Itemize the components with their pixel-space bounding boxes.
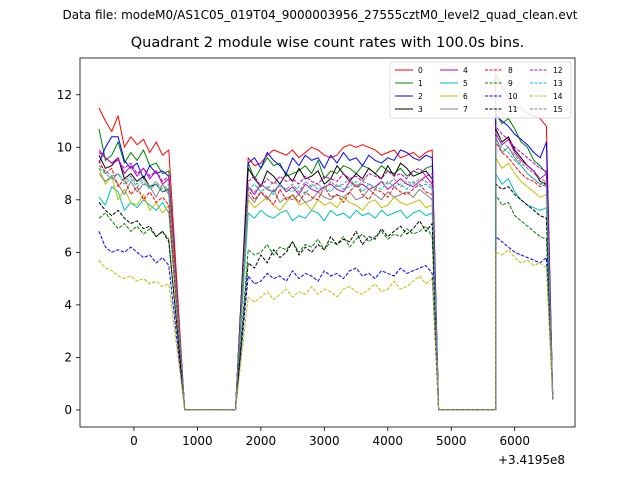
legend-label-5: 5: [463, 79, 468, 88]
x-tick-label: 3000: [309, 434, 340, 448]
y-tick-label: 12: [57, 88, 72, 102]
series-line-11: [98, 183, 554, 411]
series-line-6: [98, 157, 554, 411]
legend-label-9: 9: [508, 79, 513, 88]
legend-label-1: 1: [418, 79, 423, 88]
legend-label-0: 0: [418, 66, 423, 75]
x-tick-label: 1000: [182, 434, 213, 448]
series-line-7: [98, 136, 554, 411]
legend-label-2: 2: [418, 92, 423, 101]
legend-label-8: 8: [508, 66, 513, 75]
y-tick-label: 8: [64, 193, 72, 207]
legend-label-4: 4: [463, 66, 468, 75]
x-tick-label: 6000: [499, 434, 530, 448]
x-tick-label: 5000: [436, 434, 467, 448]
legend-label-6: 6: [463, 92, 468, 101]
series-line-14: [98, 249, 554, 411]
legend-label-3: 3: [418, 105, 423, 114]
axes-frame: [79, 57, 576, 428]
legend-label-13: 13: [553, 79, 563, 88]
x-axis: 0 1000 2000 3000 4000 5000 6000: [130, 427, 530, 448]
y-tick-label: 6: [64, 245, 72, 259]
series-line-3: [98, 128, 554, 411]
x-tick-label: 4000: [373, 434, 404, 448]
legend-label-12: 12: [553, 66, 563, 75]
series-line-5: [98, 173, 554, 411]
plot-layer: [98, 73, 554, 411]
data-file-suptitle: Data file: modeM0/AS1C05_019T04_90000039…: [62, 8, 578, 22]
series-line-10: [98, 231, 554, 411]
x-tick-label: 0: [130, 434, 138, 448]
legend-label-10: 10: [508, 92, 518, 101]
y-tick-label: 10: [57, 140, 72, 154]
series-line-12: [98, 125, 554, 411]
series-line-1: [98, 112, 554, 411]
series-line-0: [98, 73, 554, 411]
y-axis: 0 2 4 6 8 10 12: [57, 88, 80, 417]
series-line-13: [98, 138, 554, 411]
series-line-15: [98, 131, 554, 411]
legend-label-7: 7: [463, 105, 468, 114]
legend-label-15: 15: [553, 105, 563, 114]
x-tick-label: 2000: [246, 434, 277, 448]
legend-label-11: 11: [508, 105, 518, 114]
series-line-9: [98, 194, 554, 411]
x-axis-offset-label: +3.4195e8: [498, 453, 566, 467]
legend-label-14: 14: [553, 92, 563, 101]
y-tick-label: 2: [64, 350, 72, 364]
legend-box: [389, 61, 572, 119]
series-line-4: [98, 133, 554, 411]
chart-title: Quadrant 2 module wise count rates with …: [130, 35, 525, 51]
y-tick-label: 4: [64, 298, 72, 312]
y-tick-label: 0: [64, 403, 72, 417]
